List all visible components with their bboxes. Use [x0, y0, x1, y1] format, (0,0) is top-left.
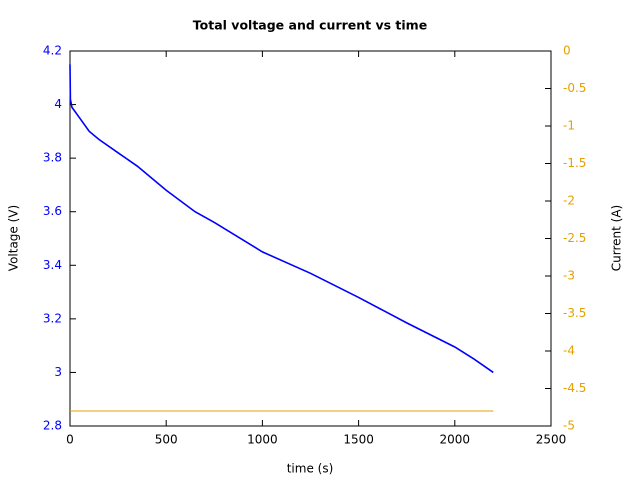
y2-tick-label: -2.5 — [563, 231, 586, 245]
y2-tick-label: -1.5 — [563, 156, 586, 170]
y2-tick-label: -4.5 — [563, 381, 586, 395]
x-tick-label: 1500 — [343, 433, 374, 447]
x-tick-label: 500 — [155, 433, 178, 447]
y-tick-label: 4 — [54, 97, 62, 111]
y-tick-label: 3.4 — [43, 258, 62, 272]
y2-tick-label: -3.5 — [563, 306, 586, 320]
y2-tick-label: -5 — [563, 419, 575, 433]
y-tick-label: 3.8 — [43, 151, 62, 165]
x-tick-label: 0 — [66, 433, 74, 447]
y2-tick-label: -0.5 — [563, 81, 586, 95]
plot-frame — [69, 50, 552, 427]
y-tick-label: 4.2 — [43, 44, 62, 58]
y2-tick-label: 0 — [563, 44, 571, 58]
y2-tick-label: -3 — [563, 269, 575, 283]
y2-tick-label: -1 — [563, 119, 575, 133]
data-line — [69, 64, 494, 374]
x-tick-label: 2500 — [536, 433, 567, 447]
chart-title: Total voltage and current vs time — [193, 18, 427, 33]
y-tick-label: 3 — [54, 365, 62, 379]
y2-tick-label: -2 — [563, 194, 575, 208]
y-tick-label: 2.8 — [43, 419, 62, 433]
y-tick-label: 3.2 — [43, 311, 62, 325]
y-tick-label: 3.6 — [43, 204, 62, 218]
x-tick-label: 1000 — [247, 433, 278, 447]
y-axis-label: Voltage (V) — [7, 205, 21, 271]
y2-tick-label: -4 — [563, 344, 575, 358]
x-tick-label: 2000 — [440, 433, 471, 447]
x-axis-label: time (s) — [287, 462, 334, 476]
y2-axis-label: Current (A) — [610, 205, 624, 271]
